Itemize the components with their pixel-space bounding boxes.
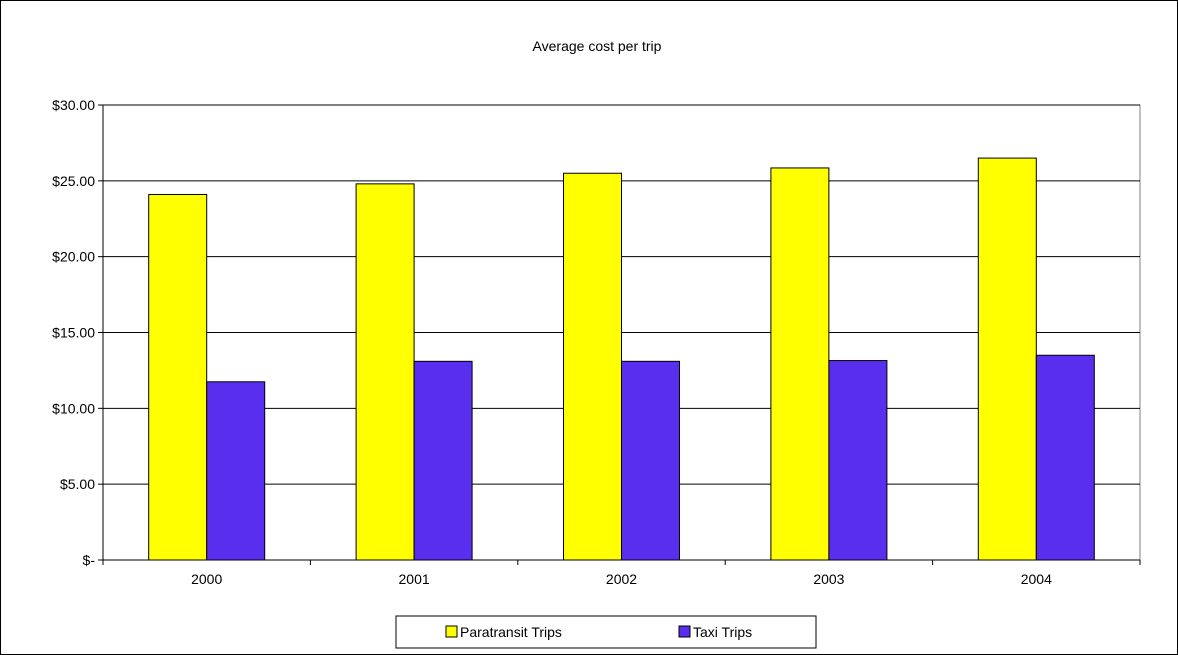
bar-paratransit-trips-2003: [770, 167, 830, 561]
bar-taxi-trips-2001: [413, 360, 473, 561]
chart-title: Average cost per trip: [533, 38, 662, 54]
y-tick-label: $30.00: [52, 97, 95, 113]
x-tick-label: 2004: [1021, 571, 1052, 587]
x-tick-label: 2002: [606, 571, 637, 587]
x-tick-label: 2001: [399, 571, 430, 587]
x-tick-label: 2003: [813, 571, 844, 587]
bar-taxi-trips-2004: [1035, 354, 1095, 561]
legend-swatch-taxi-trips: [678, 625, 691, 638]
legend-label-paratransit-trips: Paratransit Trips: [460, 624, 562, 640]
bar-paratransit-trips-2002: [563, 172, 622, 561]
y-tick-label: $10.00: [52, 400, 95, 416]
bars: [148, 157, 1095, 561]
legend-label-taxi-trips: Taxi Trips: [693, 624, 752, 640]
bar-paratransit-trips-2004: [977, 157, 1037, 561]
y-tick-label: $-: [83, 552, 96, 568]
x-tick-label: 2000: [191, 571, 222, 587]
legend: Paratransit Trips Taxi Trips: [395, 615, 817, 649]
bar-taxi-trips-2002: [621, 360, 680, 561]
y-tick-label: $25.00: [52, 173, 95, 189]
axes: $- $5.00 $10.00 $15.00 $20.00 $25.00 $30.00 200…: [52, 97, 1141, 587]
bar-paratransit-trips-2001: [355, 183, 415, 561]
legend-box: [395, 615, 817, 649]
y-tick-label: $15.00: [52, 325, 95, 341]
bar-taxi-trips-2000: [206, 381, 266, 561]
legend-swatch-paratransit-trips: [445, 625, 458, 638]
bar-paratransit-trips-2000: [148, 193, 208, 561]
y-tick-label: $5.00: [60, 476, 95, 492]
y-tick-label: $20.00: [52, 249, 95, 265]
bar-taxi-trips-2003: [828, 360, 888, 561]
